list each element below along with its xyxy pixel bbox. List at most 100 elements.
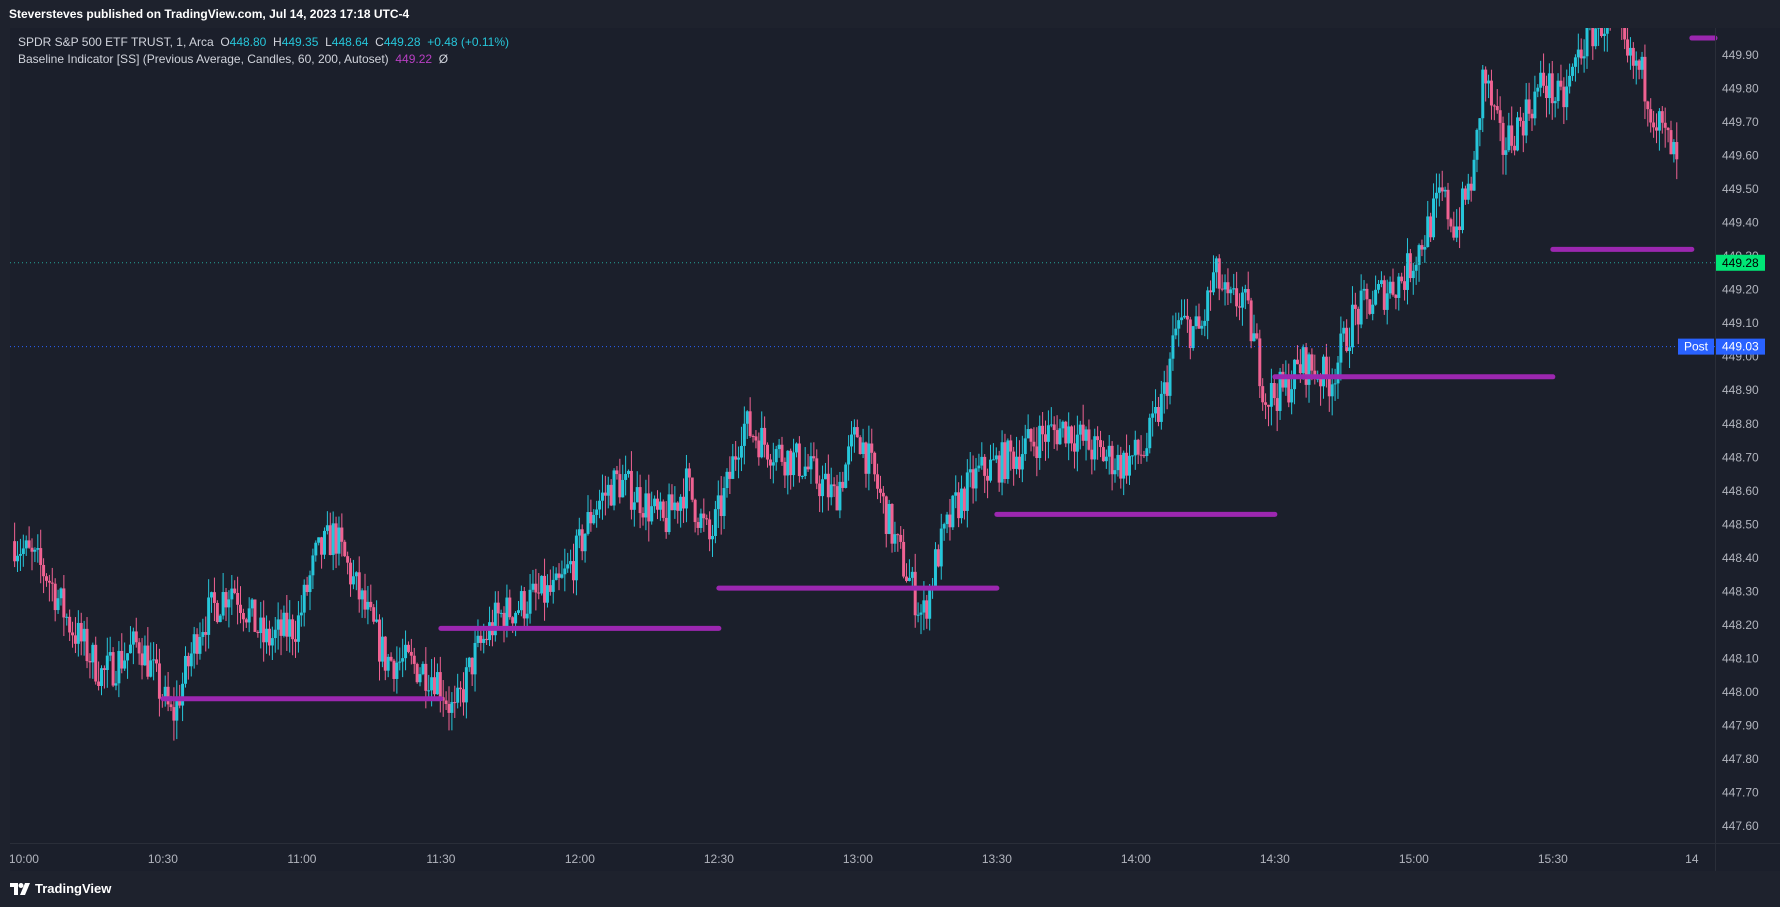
candle-body — [134, 631, 138, 643]
price-chart[interactable]: 447.60 447.70 447.80 447.90 448.00 448.10 448.… — [10, 28, 1780, 871]
candle-body — [1067, 426, 1071, 444]
candle-body — [734, 456, 738, 460]
candle-body — [983, 456, 987, 476]
candle-body — [380, 636, 384, 662]
chart-area[interactable]: 447.60 447.70 447.80 447.90 448.00 448.10 448.… — [10, 28, 1780, 871]
candle-body — [1321, 356, 1325, 387]
candle-body — [415, 663, 419, 683]
candle-body — [97, 681, 101, 687]
x-tick-label: 14:30 — [1260, 852, 1290, 866]
candle-body — [728, 471, 732, 479]
candle-body — [522, 591, 526, 619]
candle-body — [557, 573, 561, 578]
candle-body — [1556, 80, 1560, 102]
candle-body — [1015, 456, 1019, 469]
candle-body — [574, 535, 578, 581]
candle-body — [1530, 113, 1534, 119]
candle-body — [881, 492, 885, 497]
candle-body — [1110, 445, 1114, 475]
candle-body — [1458, 226, 1462, 231]
candle-body — [821, 479, 825, 497]
candle-body — [1214, 258, 1218, 273]
candle-body — [864, 442, 868, 474]
candle-body — [835, 486, 839, 511]
candle-body — [667, 494, 671, 533]
candle-body — [236, 592, 240, 605]
candle-body — [137, 642, 141, 654]
post-price-tag-bg — [1716, 338, 1765, 355]
candle-body — [682, 496, 686, 509]
candle-body — [615, 470, 619, 475]
candle-body — [1573, 57, 1577, 67]
candle-body — [337, 527, 341, 554]
candle-body — [595, 509, 599, 515]
candle-body — [1116, 454, 1120, 471]
candle-body — [818, 483, 822, 497]
tradingview-logo[interactable]: TradingView — [10, 881, 111, 896]
candle-body — [1171, 335, 1175, 359]
candle-body — [1643, 56, 1647, 102]
candle-body — [1165, 382, 1169, 396]
candle-body — [899, 534, 903, 542]
candle-body — [13, 541, 17, 562]
candle-body — [1070, 426, 1074, 444]
candle-body — [884, 496, 888, 534]
indicator-name[interactable]: Baseline Indicator [SS] (Previous Averag… — [18, 52, 389, 66]
candle-body — [1055, 430, 1059, 445]
candle-body — [1099, 440, 1103, 448]
candle-body — [841, 481, 845, 488]
candle-body — [1472, 159, 1476, 191]
candle-body — [305, 584, 309, 593]
candle-body — [867, 443, 871, 474]
candle-body — [760, 427, 764, 458]
candle-body — [1585, 28, 1589, 57]
candle-body — [1125, 452, 1129, 476]
candle-body — [1388, 281, 1392, 294]
candle-body — [1405, 253, 1409, 290]
candle-body — [1029, 429, 1033, 442]
candle-body — [1130, 455, 1134, 457]
candle-body — [131, 631, 135, 645]
candle-body — [372, 607, 376, 622]
candle-body — [79, 622, 83, 642]
candle-body — [1249, 300, 1253, 342]
candle-body — [1023, 438, 1027, 455]
candle-body — [1374, 289, 1378, 305]
candle-body — [687, 468, 691, 478]
candle-body — [598, 500, 602, 510]
candle-body — [1391, 281, 1395, 295]
candle-body — [311, 555, 315, 576]
candle-body — [1278, 371, 1282, 411]
candle-body — [360, 590, 364, 600]
x-tick-label: 11:00 — [287, 852, 316, 866]
candle-body — [971, 469, 975, 489]
candle-body — [583, 533, 587, 552]
candle-body — [175, 697, 179, 721]
candle-body — [1460, 188, 1464, 231]
candle-body — [146, 645, 150, 677]
candle-body — [314, 542, 318, 556]
candle-body — [16, 555, 20, 562]
y-tick-label: 448.80 — [1722, 417, 1759, 431]
candle-body — [406, 644, 410, 652]
candle-body — [789, 450, 793, 476]
candle-body — [1107, 445, 1111, 457]
candle-body — [334, 523, 338, 554]
post-badge-label: Post — [1684, 340, 1709, 354]
candle-body — [925, 600, 929, 619]
candle-body — [1672, 142, 1676, 155]
candle-body — [1336, 362, 1340, 384]
candle-body — [786, 450, 790, 476]
candle-body — [1562, 86, 1566, 108]
candle-body — [1446, 189, 1450, 220]
candle-body — [844, 464, 848, 488]
candle-body — [1527, 99, 1531, 114]
candle-body — [291, 619, 295, 640]
candle-body — [1307, 354, 1311, 385]
candle-body — [140, 653, 144, 666]
candle-body — [945, 514, 949, 525]
candle-body — [1437, 187, 1441, 193]
candle-body — [244, 619, 248, 623]
candle-body — [1284, 375, 1288, 388]
candle-body — [1072, 443, 1076, 452]
